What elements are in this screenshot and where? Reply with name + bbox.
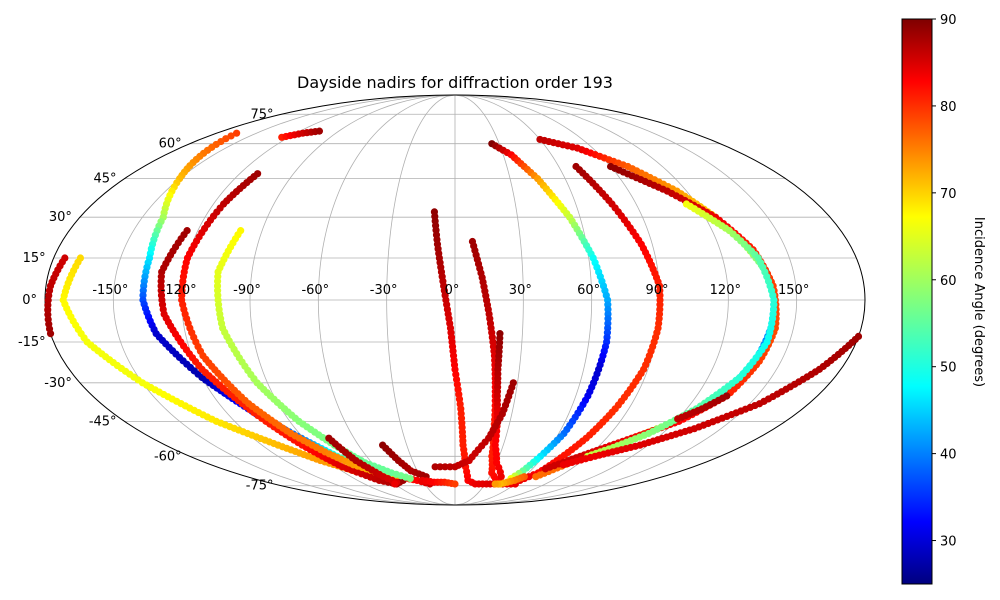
lon-tick-label: 60° <box>577 283 600 298</box>
colorbar-tick-label: 60 <box>940 274 957 289</box>
data-point <box>233 129 241 137</box>
data-point <box>559 461 568 469</box>
data-point <box>497 473 505 481</box>
data-point <box>431 463 439 471</box>
lat-tick-label: 15° <box>23 251 46 266</box>
lat-tick-label: -75° <box>246 479 274 494</box>
colorbar-label: Incidence Angle (degrees) <box>971 217 986 387</box>
data-point <box>541 465 550 473</box>
data-point <box>451 480 459 488</box>
colorbar-tick-label: 80 <box>940 100 957 115</box>
lat-tick-label: -45° <box>89 414 117 429</box>
data-point <box>315 127 323 135</box>
colorbar-ticks: 30 40 50 60 70 80 90 <box>932 13 957 550</box>
data-point <box>446 463 454 471</box>
lon-tick-label: 120° <box>710 283 741 298</box>
longitude-tick-labels: -150° -120° -90° -60° -30° 0° 30° 60° 90° 120° 150… <box>92 283 809 298</box>
data-point <box>532 473 540 481</box>
lon-tick-label: 90° <box>645 283 668 298</box>
data-point <box>61 254 69 262</box>
lon-tick-label: 0° <box>445 283 460 298</box>
data-point <box>509 379 517 387</box>
lon-tick-label: -60° <box>301 283 329 298</box>
data-point <box>491 480 499 488</box>
data-point <box>436 463 444 471</box>
map-grid <box>45 94 865 506</box>
lon-tick-label: -120° <box>161 283 197 298</box>
lon-tick-label: 30° <box>509 283 532 298</box>
lat-tick-label: 30° <box>49 210 72 225</box>
data-point <box>441 463 449 471</box>
data-point <box>391 480 399 488</box>
data-points <box>44 127 863 488</box>
lat-tick-label: 75° <box>250 107 273 122</box>
lat-tick-label: -15° <box>18 335 46 350</box>
lon-tick-label: -90° <box>233 283 261 298</box>
lat-tick-label: -60° <box>154 449 182 464</box>
colorbar-tick-label: 50 <box>940 361 957 376</box>
colorbar-tick-label: 30 <box>940 535 957 550</box>
lon-tick-label: 150° <box>778 283 809 298</box>
data-point <box>674 415 682 423</box>
lon-tick-label: -150° <box>92 283 128 298</box>
chart-title: Dayside nadirs for diffraction order 193 <box>297 73 613 92</box>
colorbar-tick-label: 40 <box>940 448 957 463</box>
colorbar-gradient <box>901 18 933 585</box>
colorbar: 30 40 50 60 70 80 90 Incidence Angle (degrees) <box>901 13 986 585</box>
colorbar-tick-label: 90 <box>940 13 957 28</box>
lat-tick-label: 45° <box>94 172 117 187</box>
data-point <box>406 474 414 483</box>
lat-tick-label: -30° <box>44 376 72 391</box>
lat-tick-label: 60° <box>159 137 182 152</box>
latitude-tick-labels: -75° -60° -45° -30° -15° 0° 15° 30° 45° 60° 75° <box>18 107 274 493</box>
colorbar-tick-label: 70 <box>940 187 957 202</box>
lon-tick-label: -30° <box>370 283 398 298</box>
lat-tick-label: 0° <box>22 293 37 308</box>
